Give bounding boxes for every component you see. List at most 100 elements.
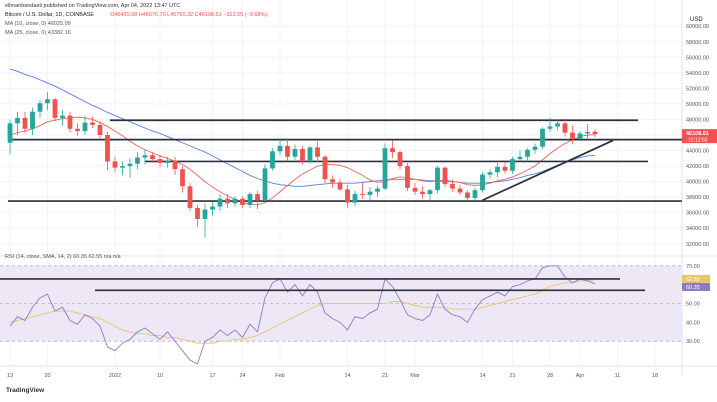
tradingview-logo: TradingView: [6, 387, 44, 394]
candle-body: [592, 131, 598, 135]
candle-body: [232, 198, 238, 204]
rsi-line: [9, 265, 596, 365]
price-tick-label: 50000.00: [686, 102, 709, 108]
time-tick-label: Apr: [576, 373, 585, 379]
candle-body: [240, 198, 245, 205]
candle-body: [555, 123, 560, 127]
candle-body: [405, 166, 410, 188]
candle-body: [307, 147, 313, 162]
price-tick-label: 38000.00: [686, 195, 709, 201]
time-tick-label: 10: [157, 373, 163, 379]
ascending-trendline: [482, 139, 614, 202]
candle-body: [217, 198, 223, 207]
candle-body: [157, 159, 163, 163]
price-tick-label: 48000.00: [686, 117, 709, 123]
candle-body: [150, 155, 155, 160]
price-tick-label: 44000.00: [686, 149, 709, 155]
ma10-line: [9, 116, 596, 206]
candle-body: [427, 190, 433, 195]
price-tick-label: 52000.00: [686, 86, 709, 92]
candle-body: [285, 145, 290, 157]
candle-body: [165, 160, 170, 163]
rsi-panel: [0, 265, 682, 365]
candle-body: [67, 115, 73, 129]
candle-body: [337, 182, 343, 190]
candle-body: [352, 194, 358, 203]
time-axis[interactable]: 13 20 2022 10 17 24 Feb 14 21 Mar 14 21 28 Apr 11 18: [0, 365, 717, 379]
candle-body: [22, 117, 28, 129]
price-tick-label: 34000.00: [686, 226, 709, 232]
time-tick-label: 14: [479, 373, 485, 379]
rsi-ma-marker: [682, 274, 710, 283]
candle-body: [195, 208, 200, 219]
candle-body: [225, 198, 230, 204]
candle-body: [315, 147, 320, 157]
candle-body: [255, 194, 260, 201]
candle-body: [465, 192, 470, 198]
candle-body: [510, 159, 515, 171]
candle-body: [375, 188, 380, 192]
candle-body: [187, 186, 193, 209]
candle-body: [15, 117, 20, 124]
candle-body: [570, 132, 575, 139]
candle-body: [127, 163, 133, 167]
candle-body: [495, 166, 500, 173]
price-tick-label: 60000.00: [686, 24, 709, 30]
candle-body: [45, 99, 50, 104]
time-tick-label: 2022: [109, 373, 121, 379]
time-tick-label: 14: [344, 373, 350, 379]
time-tick-label: 21: [382, 373, 388, 379]
candle-body: [90, 122, 95, 125]
candle-body: [502, 166, 508, 171]
ohlc-readout: O46420.08 H46676.70 L45760.32 C46108.61 …: [110, 12, 268, 18]
price-axis[interactable]: 60000.00 58000.00 56000.00 54000.00 52000.00…: [682, 24, 717, 345]
candle-body: [172, 160, 178, 170]
time-tick-label: 13: [7, 373, 13, 379]
candle-body: [210, 206, 215, 210]
candle-body: [82, 122, 88, 132]
time-tick-label: 18: [652, 373, 658, 379]
candle-body: [585, 131, 590, 134]
tradingview-logo-text: TradingView: [6, 387, 45, 394]
time-tick-label: 20: [44, 373, 50, 379]
rsi-tick-label: 30.00: [686, 339, 700, 345]
candle-body: [442, 167, 448, 184]
price-tick-label: 40000.00: [686, 180, 709, 186]
candle-body: [52, 99, 58, 118]
rsi-ma-value-label: 62.55: [686, 277, 700, 283]
time-tick-label: 21: [509, 373, 515, 379]
rsi-tick-label: 50.00: [686, 302, 700, 308]
candle-body: [457, 188, 463, 193]
candle-body: [30, 111, 35, 129]
candle-body: [420, 191, 425, 195]
rsi-legend[interactable]: RSI (14, close, SMA, 14, 2) 60.35 62.55 …: [5, 254, 121, 260]
candle-body: [262, 168, 268, 201]
candle-body: [532, 146, 538, 150]
ma25-legend[interactable]: MA (25, close, 0) 43382.16: [5, 30, 71, 36]
candle-body: [480, 174, 485, 191]
candle-body: [540, 128, 545, 147]
price-tick-label: 42000.00: [686, 164, 709, 170]
candle-body: [487, 172, 493, 175]
rsi-value-label: 60.35: [686, 285, 700, 291]
candlesticks[interactable]: [7, 92, 598, 238]
candle-body: [390, 148, 395, 153]
time-tick-label: Feb: [275, 373, 284, 379]
price-tick-label: 58000.00: [686, 40, 709, 46]
candle-body: [247, 194, 253, 205]
last-price-label: 46108.61: [686, 131, 709, 137]
ma25-line: [9, 68, 596, 187]
time-tick-label: 11: [615, 373, 621, 379]
candle-body: [60, 115, 65, 118]
candle-body: [270, 151, 275, 169]
candle-body: [277, 145, 283, 152]
candle-body: [322, 156, 328, 180]
candle-body: [577, 133, 583, 139]
publisher-line: ellmanbandaeli published on TradingView.…: [5, 3, 181, 9]
rsi-value-marker: [682, 282, 710, 291]
ma10-legend[interactable]: MA (10, close, 0) 46025.09: [5, 21, 71, 27]
candle-body: [37, 103, 43, 112]
symbol-title[interactable]: Bitcoin / U.S. Dollar, 1D, COINBASE: [5, 12, 94, 18]
candle-body: [300, 148, 305, 162]
